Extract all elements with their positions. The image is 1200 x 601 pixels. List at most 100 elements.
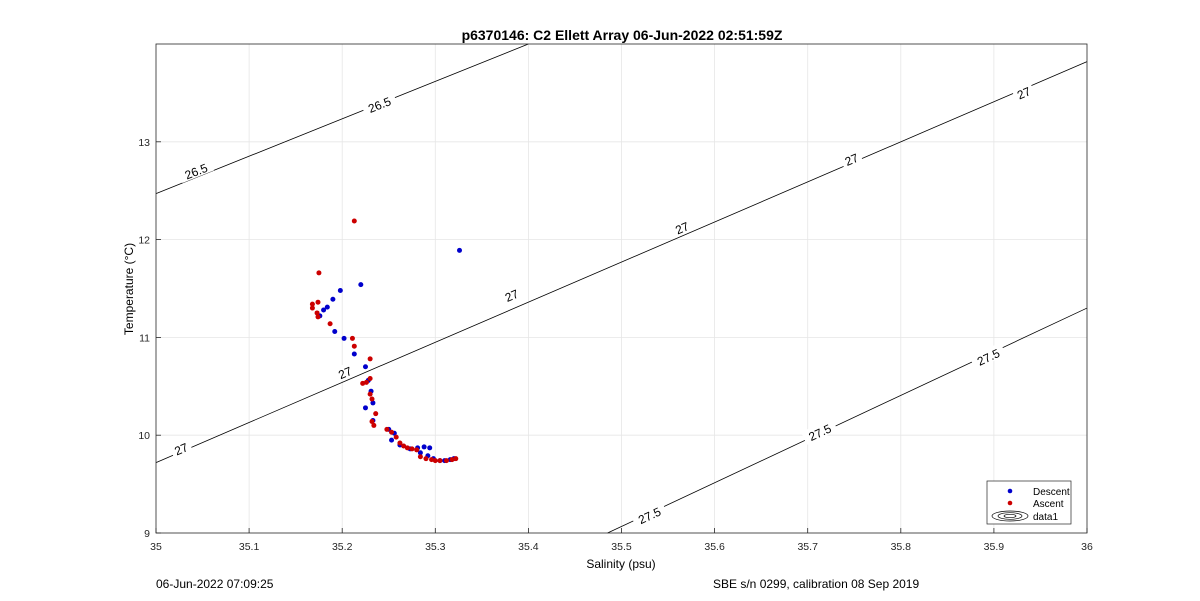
data-point-ascent	[369, 419, 375, 425]
y-tick-label: 13	[138, 137, 150, 149]
data-point-ascent	[367, 375, 373, 381]
data-point-ascent	[360, 380, 366, 386]
contour-label: 27	[336, 364, 354, 382]
data-point-ascent	[309, 301, 315, 307]
x-tick-label: 35.5	[611, 541, 632, 553]
data-point-descent	[332, 329, 338, 335]
contour-label: 27	[673, 219, 691, 237]
data-point-ascent	[349, 335, 355, 341]
legend-box	[986, 480, 1072, 525]
data-point-descent	[358, 282, 364, 288]
contour-label-group: 27	[499, 284, 524, 305]
x-tick-label: 35.7	[797, 541, 818, 553]
data-point-descent	[324, 304, 330, 310]
x-tick-label: 35.6	[704, 541, 725, 553]
contour-label: 27	[843, 151, 861, 169]
contour-label-group: 27	[1011, 81, 1036, 103]
contour-label-bg	[499, 284, 524, 305]
x-tick-label: 35.9	[984, 541, 1005, 553]
data-point-ascent	[367, 391, 373, 397]
x-tick-label: 36	[1081, 541, 1093, 553]
data-point-ascent	[453, 456, 459, 462]
legend-label-data1: data1	[1033, 512, 1058, 523]
data-point-ascent	[315, 314, 321, 320]
data-point-ascent	[414, 447, 420, 453]
data-point-ascent	[327, 321, 333, 327]
chart-title: p6370146: C2 Ellett Array 06-Jun-2022 02…	[462, 27, 783, 43]
y-tick-label: 10	[138, 430, 150, 442]
legend[interactable]: Descent Ascent data1	[986, 480, 1072, 525]
data-point-ascent	[389, 429, 395, 435]
y-axis-ticks: 9 10 11 12 13	[138, 137, 161, 540]
legend-label-descent: Descent	[1033, 487, 1070, 498]
data-point-ascent	[384, 426, 390, 432]
contour-label-bg	[969, 342, 1007, 370]
contour-label-bg	[630, 500, 668, 529]
data-point-ascent	[371, 422, 377, 428]
data-point-descent	[362, 364, 368, 370]
x-tick-label: 35.2	[332, 541, 353, 553]
data-point-descent	[321, 307, 327, 313]
contour-label-bg	[669, 216, 694, 238]
grid-lines	[156, 44, 1087, 533]
x-tick-label: 35.4	[518, 541, 539, 553]
x-axis-ticks: 35 35.1 35.2 35.3 35.4 35.5 35.6 35.7 35.8 35.9 36	[150, 528, 1093, 553]
contour-label-bg	[801, 417, 838, 445]
data-point-descent	[370, 400, 376, 406]
data-point-descent	[351, 351, 357, 357]
data-point-ascent	[369, 396, 375, 402]
contour-label-bg	[1011, 81, 1036, 103]
contour-label-group: 27	[669, 216, 694, 238]
legend-marker-ascent	[1007, 500, 1013, 506]
legend-label-ascent: Ascent	[1033, 499, 1064, 510]
x-tick-label: 35.3	[425, 541, 446, 553]
data-point-ascent	[404, 445, 410, 451]
data-point-ascent	[417, 454, 423, 460]
contour-label-group: 27	[839, 148, 864, 169]
data-point-ascent	[393, 434, 399, 440]
data-point-ascent	[397, 440, 403, 446]
x-tick-label: 35.1	[239, 541, 260, 553]
data-points	[309, 218, 463, 464]
contour-label-bg	[839, 148, 864, 169]
contour-line	[155, 61, 1088, 463]
contour-label-group: 27	[168, 437, 193, 459]
data-point-ascent	[423, 456, 429, 462]
x-tick-label: 35.8	[891, 541, 912, 553]
contour-label: 27	[1015, 84, 1033, 102]
data-point-descent	[421, 444, 427, 450]
contour-label-bg	[360, 90, 398, 117]
data-point-ascent	[316, 270, 322, 276]
contour-label-bg	[332, 361, 357, 383]
x-axis-label: Salinity (psu)	[586, 557, 655, 571]
contour-label: 27	[172, 440, 190, 458]
data-point-descent	[389, 437, 395, 443]
data-point-descent	[341, 335, 347, 341]
data-point-ascent	[309, 305, 315, 311]
legend-marker-descent	[1007, 488, 1013, 494]
y-tick-label: 9	[144, 528, 150, 540]
contour-label: 27	[503, 287, 521, 305]
y-axis-label: Temperature (°C)	[122, 243, 136, 335]
data-point-ascent	[437, 458, 443, 464]
x-tick-label: 35	[150, 541, 162, 553]
data-point-descent	[417, 450, 423, 456]
data-point-descent	[330, 296, 336, 302]
contour-line	[155, 43, 529, 195]
legend-contour-icon	[991, 510, 1029, 522]
data-point-ascent	[367, 356, 373, 362]
data-point-ascent	[401, 443, 407, 449]
data-point-ascent	[314, 310, 320, 316]
data-point-ascent	[443, 458, 449, 464]
data-point-ascent	[315, 299, 321, 305]
contour-label-bg	[168, 437, 193, 459]
y-tick-label: 12	[138, 235, 150, 247]
data-point-ascent	[351, 343, 357, 349]
contour-line	[607, 307, 1088, 534]
data-point-descent	[362, 405, 368, 411]
y-tick-label: 11	[139, 332, 150, 344]
data-point-ascent	[409, 446, 415, 452]
footer-timestamp: 06-Jun-2022 07:09:25	[156, 577, 274, 591]
